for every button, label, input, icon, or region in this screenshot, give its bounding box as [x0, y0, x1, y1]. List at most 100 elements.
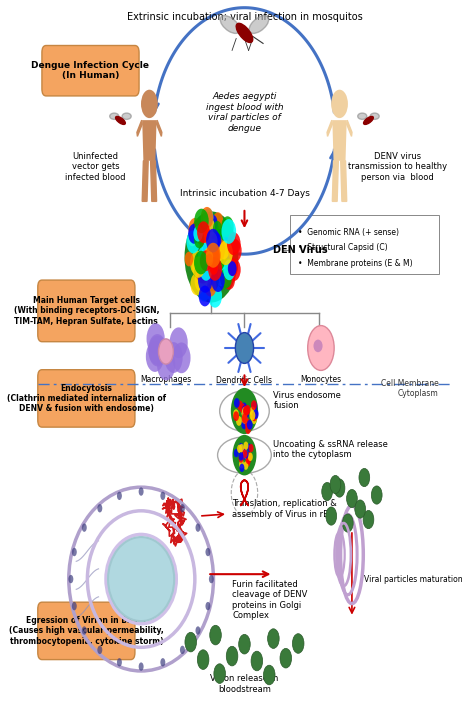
Circle shape — [251, 651, 263, 671]
Circle shape — [197, 650, 209, 669]
Ellipse shape — [122, 113, 131, 120]
Circle shape — [268, 628, 279, 648]
Circle shape — [211, 241, 225, 265]
Circle shape — [204, 276, 217, 297]
Circle shape — [198, 269, 212, 292]
FancyBboxPatch shape — [42, 46, 139, 96]
Text: Uncoating & ssRNA release
into the cytoplasm: Uncoating & ssRNA release into the cytop… — [273, 440, 388, 459]
Text: Cell Membrane: Cell Membrane — [381, 378, 439, 387]
Circle shape — [208, 284, 222, 308]
Circle shape — [246, 456, 251, 464]
Text: Virion release in
bloodstream: Virion release in bloodstream — [210, 674, 279, 694]
Circle shape — [239, 444, 244, 452]
Circle shape — [173, 342, 191, 373]
Text: DENV virus
transmission to healthy
person via  blood: DENV virus transmission to healthy perso… — [348, 152, 447, 182]
Circle shape — [192, 257, 205, 278]
Text: Endocytosis
(Clathrin mediated internalization of
DENV & fusion with endosome): Endocytosis (Clathrin mediated internali… — [7, 384, 166, 413]
Circle shape — [243, 461, 248, 470]
Circle shape — [212, 229, 225, 250]
Circle shape — [239, 404, 246, 413]
Circle shape — [206, 218, 219, 240]
Ellipse shape — [370, 113, 379, 120]
FancyBboxPatch shape — [38, 280, 135, 342]
Text: Extrinsic incubation; viral infection in mosquitos: Extrinsic incubation; viral infection in… — [127, 12, 362, 22]
Circle shape — [201, 260, 215, 284]
Circle shape — [202, 239, 217, 264]
Circle shape — [158, 339, 173, 364]
Text: Egression of Virion in Blood
(Causes high vascular permeability,
thrombocytopeni: Egression of Virion in Blood (Causes hig… — [9, 616, 164, 646]
Circle shape — [206, 269, 219, 292]
Circle shape — [334, 479, 345, 497]
Circle shape — [242, 449, 247, 457]
Circle shape — [308, 325, 334, 370]
Ellipse shape — [220, 15, 240, 33]
Circle shape — [241, 450, 246, 458]
Circle shape — [203, 208, 213, 226]
Circle shape — [243, 409, 249, 419]
Circle shape — [194, 209, 209, 233]
Circle shape — [206, 247, 218, 267]
Circle shape — [292, 633, 304, 653]
Circle shape — [117, 658, 122, 666]
Circle shape — [199, 261, 208, 276]
Ellipse shape — [364, 117, 374, 124]
Ellipse shape — [116, 117, 125, 124]
Circle shape — [193, 226, 203, 242]
Circle shape — [220, 268, 232, 288]
Circle shape — [207, 252, 214, 264]
Circle shape — [237, 444, 242, 453]
Circle shape — [264, 665, 275, 685]
Circle shape — [210, 217, 224, 240]
Polygon shape — [137, 120, 142, 136]
Circle shape — [210, 237, 225, 262]
Circle shape — [223, 270, 235, 290]
Circle shape — [208, 251, 215, 264]
Polygon shape — [332, 120, 346, 161]
Circle shape — [207, 228, 216, 244]
Circle shape — [214, 245, 224, 262]
Circle shape — [247, 444, 252, 452]
Circle shape — [219, 240, 229, 259]
Circle shape — [194, 253, 202, 266]
Circle shape — [196, 225, 208, 245]
Circle shape — [211, 264, 218, 277]
Circle shape — [236, 333, 254, 363]
Circle shape — [248, 453, 253, 461]
Circle shape — [239, 463, 245, 472]
Circle shape — [213, 249, 221, 264]
Circle shape — [221, 234, 235, 259]
Circle shape — [206, 250, 213, 263]
Text: Viral particles maturation: Viral particles maturation — [365, 574, 463, 583]
Circle shape — [208, 246, 216, 260]
Circle shape — [197, 221, 210, 243]
Circle shape — [241, 408, 247, 418]
Circle shape — [206, 228, 220, 252]
Circle shape — [213, 221, 222, 236]
Circle shape — [204, 241, 215, 260]
Circle shape — [207, 214, 218, 232]
Circle shape — [217, 247, 227, 264]
Circle shape — [233, 409, 239, 419]
Circle shape — [206, 243, 220, 268]
Ellipse shape — [218, 437, 271, 473]
Polygon shape — [142, 161, 148, 201]
Circle shape — [210, 262, 218, 275]
Circle shape — [251, 411, 257, 421]
Circle shape — [243, 450, 248, 458]
Circle shape — [194, 231, 204, 248]
Text: DEN Virus: DEN Virus — [273, 245, 328, 255]
Circle shape — [214, 252, 225, 271]
Circle shape — [217, 237, 224, 248]
Text: Intrinsic incubation 4-7 Days: Intrinsic incubation 4-7 Days — [180, 189, 310, 198]
Circle shape — [200, 247, 214, 271]
Circle shape — [207, 256, 218, 274]
Circle shape — [97, 645, 102, 654]
Circle shape — [228, 259, 241, 281]
Circle shape — [205, 602, 210, 610]
Text: Furin facilitated
cleavage of DENV
proteins in Golgi
Complex: Furin facilitated cleavage of DENV prote… — [232, 580, 308, 620]
Polygon shape — [156, 120, 162, 136]
Circle shape — [190, 251, 205, 276]
Circle shape — [242, 448, 246, 456]
FancyBboxPatch shape — [38, 602, 135, 659]
Ellipse shape — [249, 15, 269, 33]
